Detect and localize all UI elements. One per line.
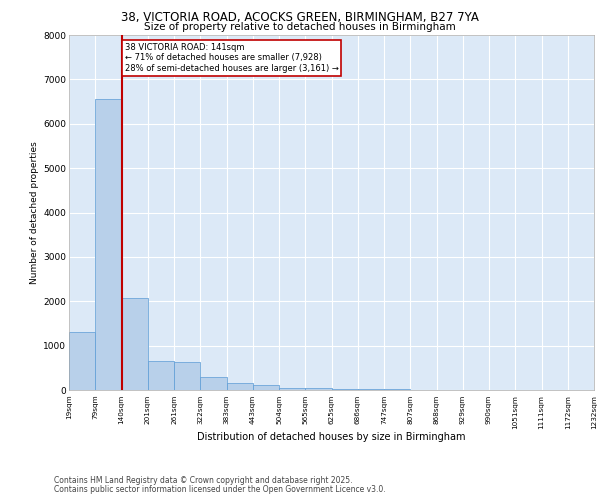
Bar bbox=[69, 332, 95, 390]
Bar bbox=[331, 388, 358, 390]
Bar bbox=[174, 362, 200, 390]
Bar bbox=[358, 389, 384, 390]
Y-axis label: Number of detached properties: Number of detached properties bbox=[30, 141, 39, 284]
Bar bbox=[253, 386, 279, 390]
Bar bbox=[279, 388, 305, 390]
Text: 38 VICTORIA ROAD: 141sqm
← 71% of detached houses are smaller (7,928)
28% of sem: 38 VICTORIA ROAD: 141sqm ← 71% of detach… bbox=[125, 43, 338, 73]
X-axis label: Distribution of detached houses by size in Birmingham: Distribution of detached houses by size … bbox=[197, 432, 466, 442]
Bar bbox=[121, 298, 148, 390]
Bar bbox=[305, 388, 331, 390]
Bar bbox=[148, 360, 174, 390]
Text: 38, VICTORIA ROAD, ACOCKS GREEN, BIRMINGHAM, B27 7YA: 38, VICTORIA ROAD, ACOCKS GREEN, BIRMING… bbox=[121, 11, 479, 24]
Bar bbox=[200, 377, 227, 390]
Bar bbox=[95, 100, 121, 390]
Text: Contains public sector information licensed under the Open Government Licence v3: Contains public sector information licen… bbox=[54, 484, 386, 494]
Text: Size of property relative to detached houses in Birmingham: Size of property relative to detached ho… bbox=[144, 22, 456, 32]
Text: Contains HM Land Registry data © Crown copyright and database right 2025.: Contains HM Land Registry data © Crown c… bbox=[54, 476, 353, 485]
Bar bbox=[227, 383, 253, 390]
